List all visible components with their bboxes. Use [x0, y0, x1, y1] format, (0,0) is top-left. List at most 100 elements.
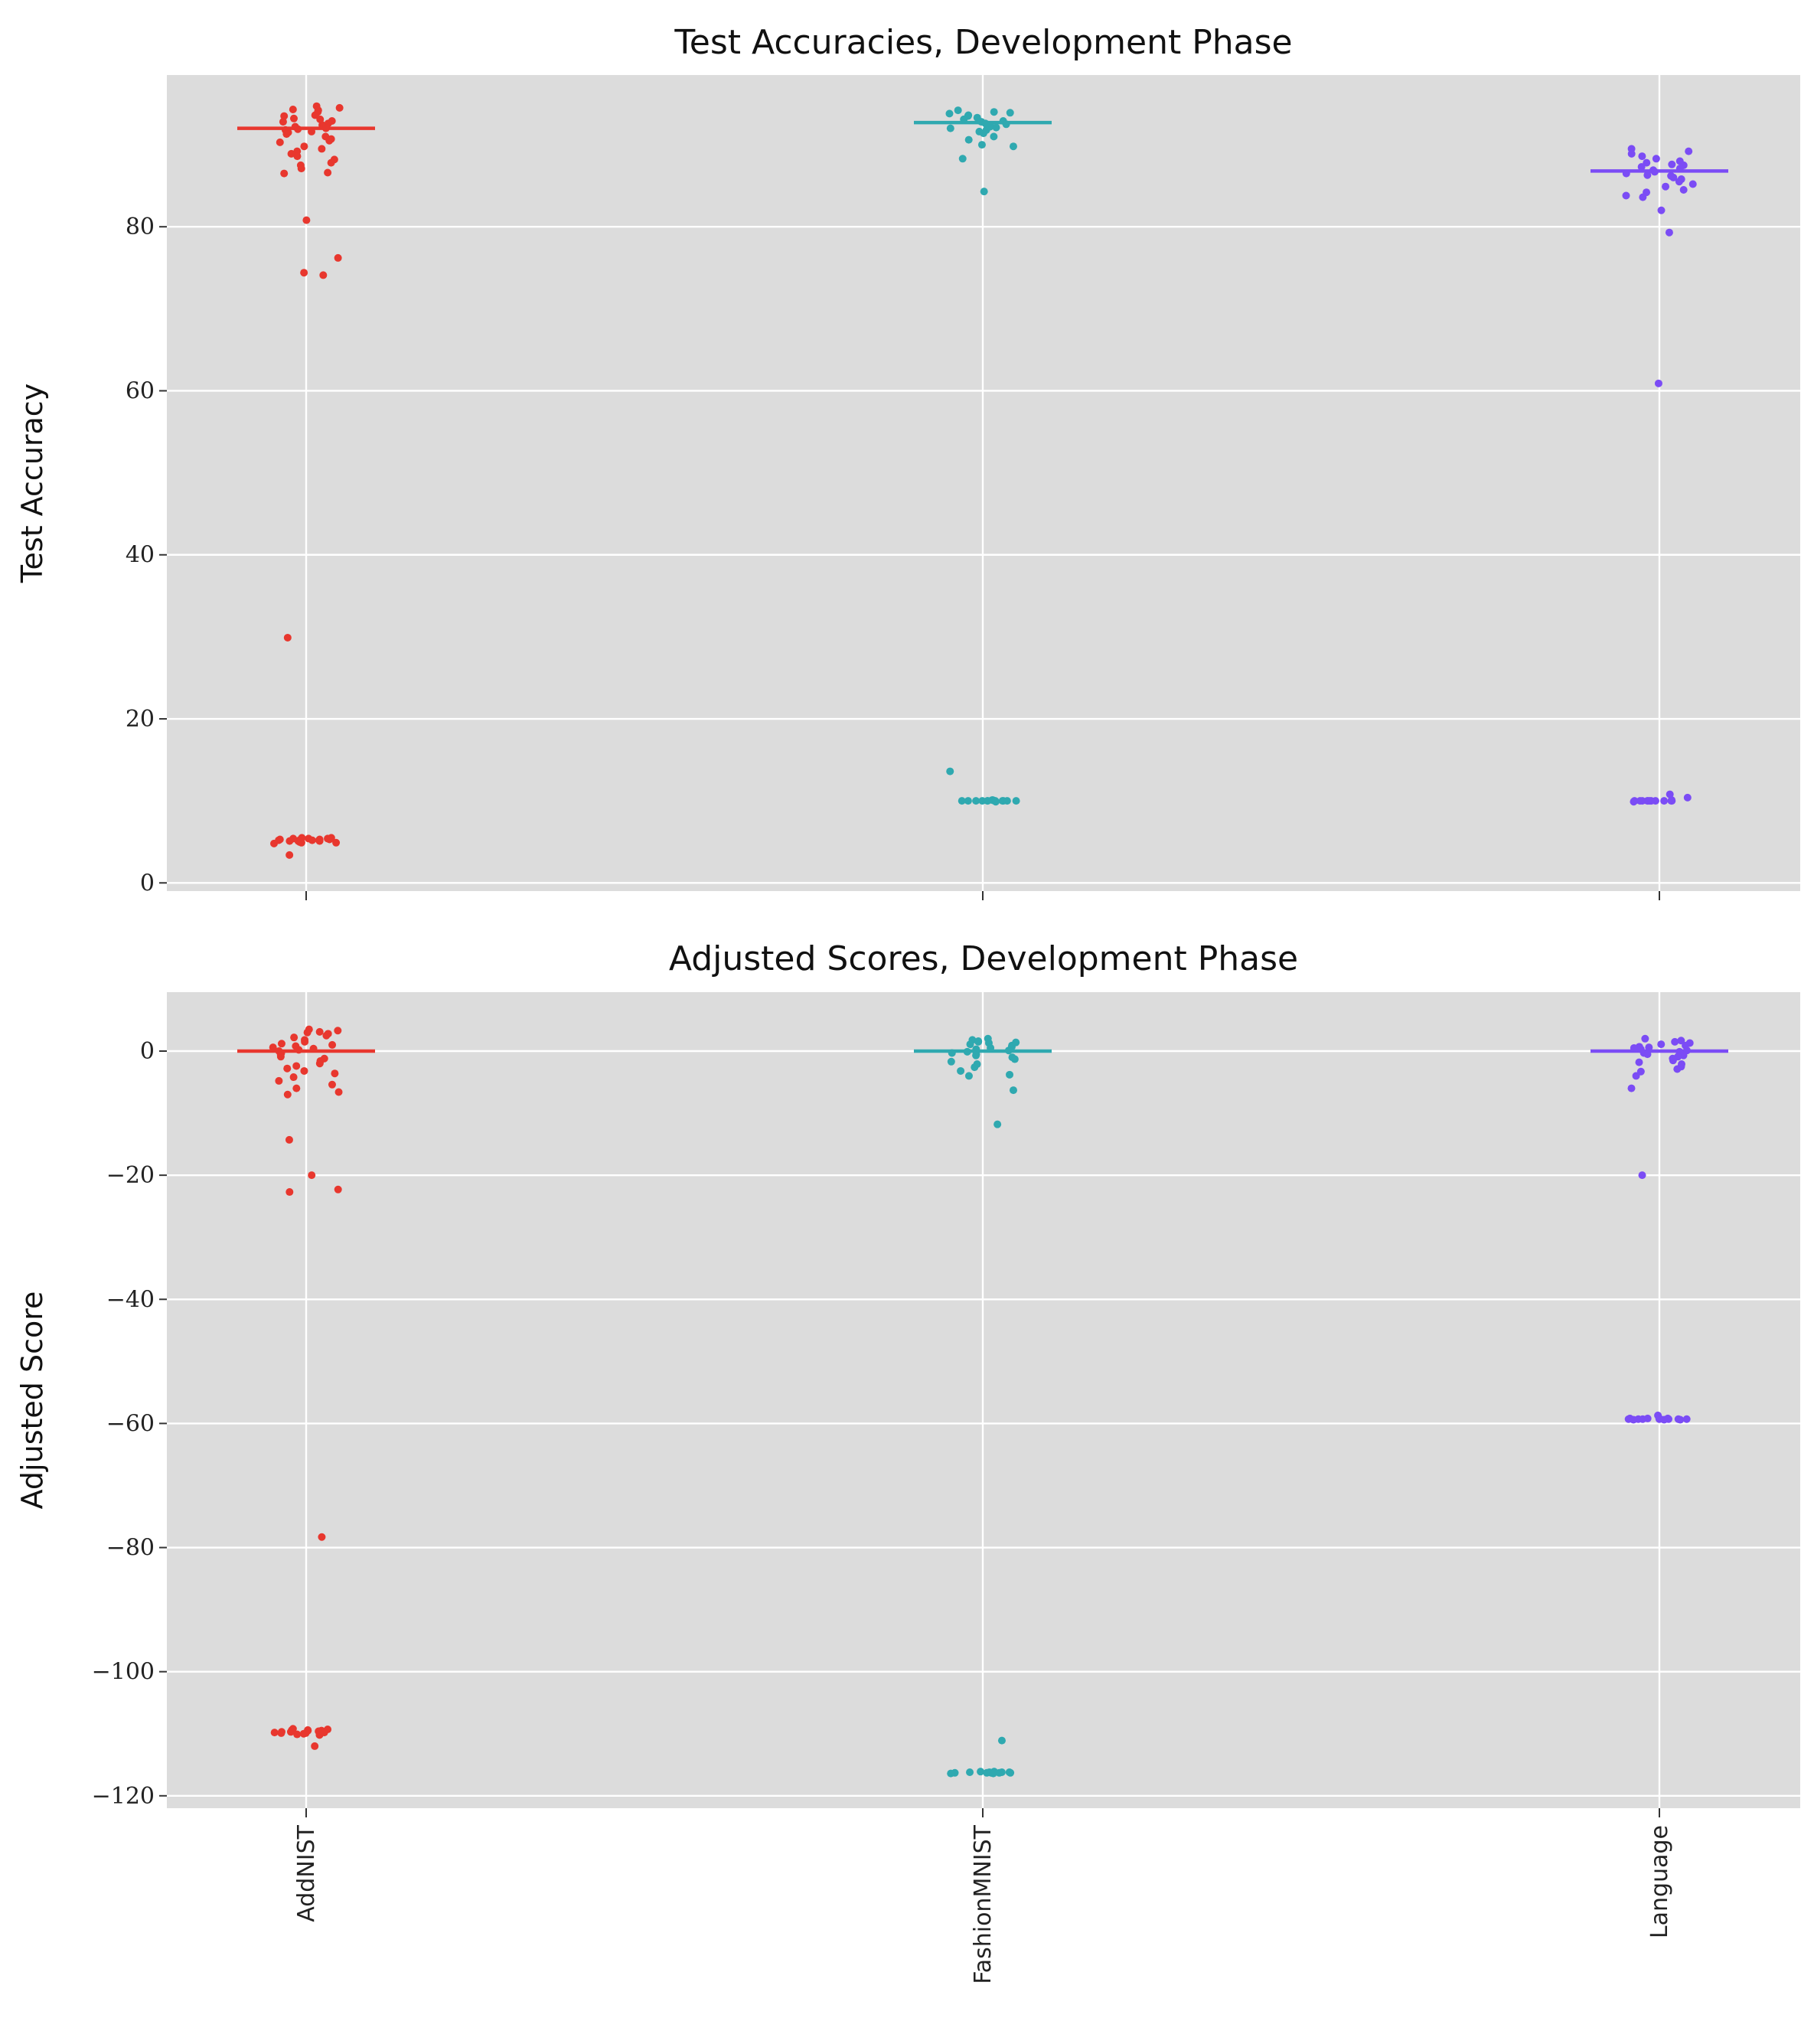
data-point-language [1654, 379, 1662, 387]
data-point-language [1638, 797, 1646, 805]
data-point-language [1668, 160, 1676, 168]
data-point-fashionmnist [946, 124, 954, 132]
x-tick-label: FashionMNIST [970, 1824, 997, 1984]
data-point-language [1639, 193, 1647, 201]
data-point-addnist [302, 216, 311, 224]
data-point-addnist [318, 1533, 326, 1541]
data-point-addnist [299, 1729, 308, 1738]
data-point-language [1645, 1043, 1653, 1052]
data-point-fashionmnist [995, 1768, 1003, 1777]
data-point-addnist [297, 838, 305, 847]
data-point-addnist [287, 149, 295, 158]
data-point-addnist [285, 851, 294, 859]
data-point-addnist [285, 837, 294, 845]
data-point-addnist [328, 1080, 336, 1089]
data-point-fashionmnist [964, 136, 973, 144]
data-point-language [1627, 149, 1636, 158]
data-point-addnist [297, 165, 305, 173]
data-point-fashionmnist [948, 1049, 956, 1057]
data-point-fashionmnist [986, 122, 994, 131]
y-tick-label: 80 [126, 214, 155, 240]
data-point-fashionmnist [977, 141, 986, 149]
chart-title-accuracy: Test Accuracies, Development Phase [674, 23, 1292, 62]
data-point-fashionmnist [964, 1072, 973, 1080]
data-point-language [1685, 147, 1693, 155]
data-point-fashionmnist [960, 115, 968, 123]
data-point-addnist [277, 1729, 285, 1737]
y-tick-label: −20 [106, 1162, 155, 1189]
data-point-language [1675, 165, 1684, 173]
data-point-language [1630, 1415, 1638, 1424]
data-point-fashionmnist [1003, 797, 1011, 805]
data-point-addnist [316, 115, 325, 123]
y-axis-label-adjusted-score: Adjusted Score [15, 1291, 49, 1510]
y-tick-label: −120 [92, 1783, 155, 1810]
data-point-addnist [334, 253, 342, 262]
data-point-addnist [301, 1037, 309, 1046]
data-point-language [1638, 152, 1646, 161]
data-point-language [1668, 797, 1676, 805]
data-point-fashionmnist [990, 132, 998, 141]
data-point-language [1627, 1084, 1636, 1092]
data-point-fashionmnist [1004, 1046, 1013, 1055]
data-point-fashionmnist [997, 1736, 1006, 1745]
data-point-addnist [283, 1090, 292, 1099]
data-point-addnist [294, 125, 302, 133]
data-point-addnist [285, 1135, 293, 1144]
data-point-fashionmnist [1012, 1038, 1020, 1046]
chart-title-adjusted-score: Adjusted Scores, Development Phase [669, 939, 1298, 978]
data-point-addnist [308, 1171, 316, 1180]
x-tick-label: Language [1646, 1825, 1673, 1938]
data-point-fashionmnist [957, 1066, 965, 1075]
data-point-fashionmnist [989, 1769, 997, 1778]
data-point-fashionmnist [954, 106, 962, 115]
data-point-fashionmnist [993, 1120, 1002, 1128]
data-point-addnist [277, 1040, 285, 1048]
data-point-addnist [315, 1027, 324, 1036]
data-point-addnist [283, 1064, 292, 1073]
data-point-fashionmnist [947, 1057, 955, 1066]
data-point-addnist [325, 136, 334, 145]
data-point-addnist [324, 168, 332, 177]
data-point-fashionmnist [984, 797, 992, 805]
data-point-addnist [286, 1728, 295, 1736]
data-point-addnist [293, 152, 302, 161]
data-point-language [1657, 1040, 1666, 1049]
data-point-language [1682, 1415, 1691, 1423]
data-point-addnist [315, 1731, 324, 1739]
data-point-language [1643, 171, 1652, 179]
y-axis-label-accuracy: Test Accuracy [15, 384, 49, 583]
data-point-addnist [308, 127, 316, 136]
y-tick-label: −60 [106, 1410, 155, 1437]
data-point-addnist [308, 836, 316, 844]
data-point-addnist [276, 1053, 285, 1061]
data-point-language [1644, 797, 1653, 805]
data-point-addnist [292, 1084, 301, 1092]
data-point-fashionmnist [947, 1769, 955, 1778]
data-point-language [1650, 168, 1659, 176]
data-point-language [1635, 1058, 1643, 1066]
data-point-addnist [275, 1076, 283, 1085]
data-point-addnist [303, 1028, 312, 1037]
data-point-addnist [282, 130, 291, 139]
data-point-language [1675, 178, 1683, 186]
y-tick-label: −40 [106, 1286, 155, 1313]
data-point-language [1622, 169, 1630, 178]
data-point-fashionmnist [1010, 1055, 1019, 1063]
data-point-addnist [295, 1046, 303, 1054]
data-point-language [1630, 1043, 1638, 1052]
data-point-language [1638, 1171, 1646, 1180]
data-point-language [1676, 1415, 1685, 1424]
data-point-language [1683, 793, 1692, 802]
data-point-fashionmnist [974, 1037, 983, 1046]
data-point-addnist [290, 1033, 299, 1042]
y-tick-label: 40 [126, 542, 155, 569]
data-point-fashionmnist [1006, 109, 1014, 117]
data-point-addnist [321, 124, 330, 132]
data-point-fashionmnist [964, 797, 972, 805]
data-point-addnist [327, 158, 335, 167]
data-point-language [1660, 1415, 1669, 1424]
data-point-addnist [318, 145, 326, 153]
data-point-addnist [334, 1185, 342, 1193]
data-point-language [1632, 1072, 1640, 1080]
